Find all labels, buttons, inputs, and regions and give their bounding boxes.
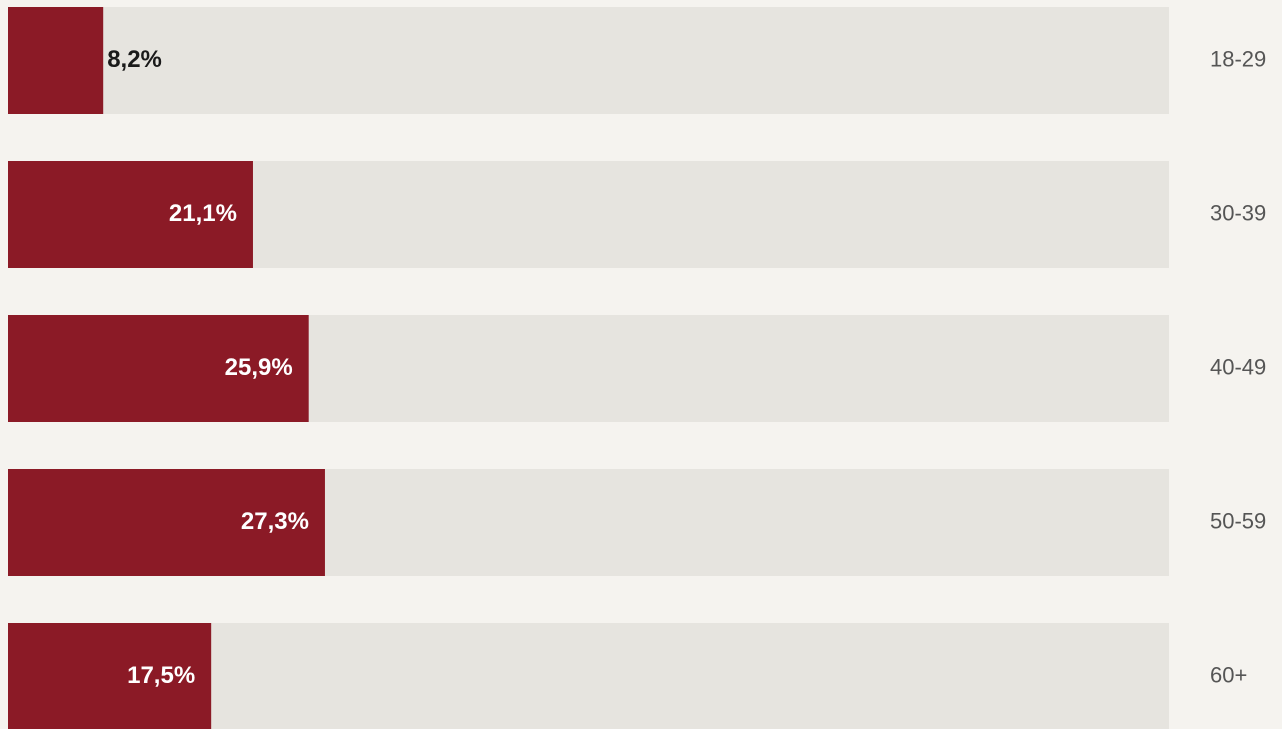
category-label: 18-29 xyxy=(1210,46,1266,71)
category-label: 50-59 xyxy=(1210,508,1266,533)
bar xyxy=(8,7,104,114)
category-label: 30-39 xyxy=(1210,200,1266,225)
value-label: 25,9% xyxy=(225,354,293,381)
bar xyxy=(8,161,253,268)
value-label: 21,1% xyxy=(169,200,237,227)
track xyxy=(8,7,1169,114)
value-label: 8,2% xyxy=(107,46,162,73)
value-label: 17,5% xyxy=(127,662,195,689)
category-label: 40-49 xyxy=(1210,354,1266,379)
value-label: 27,3% xyxy=(241,508,309,535)
category-label: 60+ xyxy=(1210,662,1247,687)
bar xyxy=(8,315,309,422)
bar xyxy=(8,469,325,576)
bar xyxy=(8,623,212,729)
